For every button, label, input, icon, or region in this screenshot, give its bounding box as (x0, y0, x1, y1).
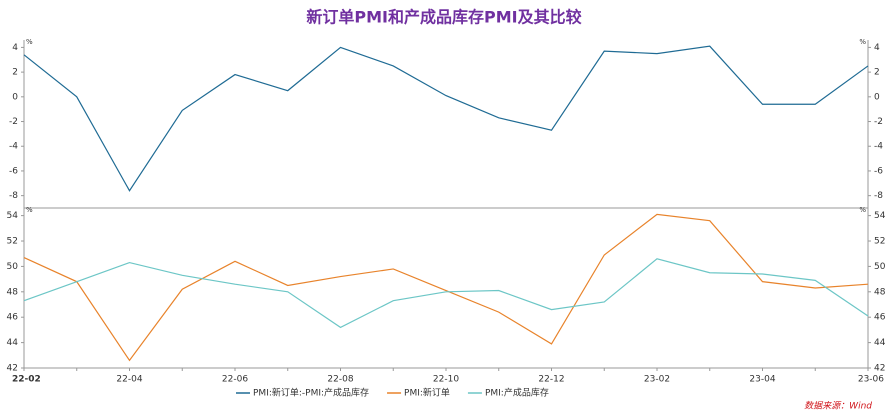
y-tick-label: 48 (7, 287, 19, 297)
y-tick-label: 2 (12, 68, 18, 78)
y-tick-label: 4 (12, 43, 18, 53)
y-tick-label: 54 (874, 211, 886, 221)
y-tick-label: -2 (9, 117, 18, 127)
y-tick-label: -4 (874, 142, 883, 152)
y-tick-label: -4 (9, 142, 18, 152)
y-tick-label: -6 (874, 166, 883, 176)
y-tick-label: -8 (874, 191, 883, 201)
x-tick-label: 22-02 (12, 375, 41, 385)
y-tick-label: 46 (7, 313, 19, 323)
y-tick-label: 42 (874, 364, 885, 374)
y-tick-label: 52 (874, 237, 885, 247)
x-tick-label: 22-06 (222, 375, 248, 385)
y-tick-label: 54 (7, 211, 19, 221)
legend-label: PMI:新订单 (404, 387, 450, 399)
y-unit: % (859, 38, 866, 46)
series-line (23, 213, 869, 362)
x-tick-label: 22-12 (538, 375, 564, 385)
y-tick-label: 50 (874, 262, 886, 272)
y-tick-label: 42 (7, 364, 18, 374)
chart-title: 新订单PMI和产成品库存PMI及其比较 (306, 8, 581, 27)
source-note: 数据来源：Wind (804, 401, 872, 412)
y-tick-label: 44 (874, 338, 886, 348)
legend-label: PMI:产成品库存 (485, 387, 549, 399)
x-tick-label: 23-06 (858, 375, 884, 385)
y-tick-label: 2 (874, 68, 880, 78)
y-tick-label: 48 (874, 287, 886, 297)
y-tick-label: -8 (9, 191, 18, 201)
y-tick-label: 0 (12, 92, 18, 102)
x-tick-label: 23-02 (644, 375, 670, 385)
y-unit: % (26, 38, 33, 46)
y-unit: % (26, 206, 33, 214)
series-line (23, 258, 869, 329)
y-tick-label: 50 (7, 262, 19, 272)
legend-label: PMI:新订单:-PMI:产成品库存 (253, 387, 369, 399)
y-tick-label: 44 (7, 338, 19, 348)
x-tick-label: 23-04 (749, 375, 775, 385)
y-tick-label: 0 (874, 92, 880, 102)
y-tick-label: -6 (9, 166, 18, 176)
y-tick-label: -2 (874, 117, 883, 127)
x-tick-label: 22-10 (433, 375, 459, 385)
x-tick-label: 22-08 (327, 375, 353, 385)
y-tick-label: 4 (874, 43, 880, 53)
x-tick-label: 22-04 (116, 375, 142, 385)
series-line (23, 45, 869, 192)
y-tick-label: 46 (874, 313, 886, 323)
y-unit: % (859, 206, 866, 214)
y-tick-label: 52 (7, 237, 18, 247)
